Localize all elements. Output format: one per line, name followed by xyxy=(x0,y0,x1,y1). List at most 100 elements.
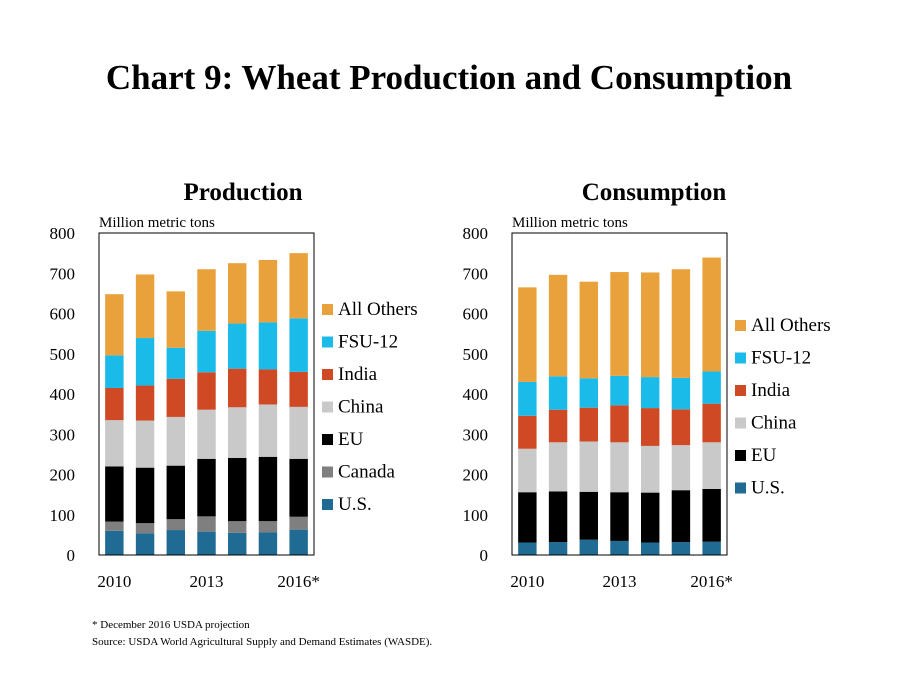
bar-segment xyxy=(197,330,216,373)
bar-segment xyxy=(228,407,247,458)
source-note: Source: USDA World Agricultural Supply a… xyxy=(92,636,433,648)
bar-segment xyxy=(641,542,660,555)
bar-segment xyxy=(197,531,216,555)
bar-segment xyxy=(166,347,185,379)
bar-segment xyxy=(105,294,124,356)
bar-segment xyxy=(641,272,660,378)
y-tick-label: 300 xyxy=(50,425,76,444)
bar-segment xyxy=(258,322,278,370)
legend-swatch xyxy=(735,385,746,396)
bar-segment xyxy=(548,491,568,543)
y-tick-label: 700 xyxy=(463,264,489,283)
y-tick-label: 400 xyxy=(463,385,489,404)
bar-segment xyxy=(258,259,278,323)
bar-segment xyxy=(610,492,629,541)
y-tick-label: 800 xyxy=(50,224,76,243)
chart-title: Production xyxy=(184,179,303,206)
bar-segment xyxy=(289,529,308,555)
legend-label: EU xyxy=(751,445,777,466)
bar-segment xyxy=(228,263,247,324)
legend-label: EU xyxy=(338,429,364,450)
legend-label: All Others xyxy=(751,315,831,336)
bar-segment xyxy=(135,338,155,386)
bar-segment xyxy=(135,467,155,524)
bar-segment xyxy=(135,420,155,468)
bar-segment xyxy=(548,442,568,492)
y-tick-label: 800 xyxy=(463,224,489,243)
bar-segment xyxy=(105,355,124,388)
bar-segment xyxy=(166,291,185,348)
bar-segment xyxy=(548,376,568,410)
y-tick-label: 100 xyxy=(50,506,76,525)
bar-segment xyxy=(702,403,721,443)
legend-swatch xyxy=(322,466,333,478)
legend-label: All Others xyxy=(338,299,418,320)
bar-segment xyxy=(135,533,155,555)
bar-segment xyxy=(579,407,598,442)
legend-swatch xyxy=(322,304,333,315)
bar-segment xyxy=(518,415,537,449)
legend-label: India xyxy=(751,380,791,401)
bar-segment xyxy=(228,368,247,408)
x-tick-label: 2010 xyxy=(510,572,544,591)
legend: All Others FSU-12 India China EU Canada U.S. xyxy=(322,299,418,515)
legend-swatch xyxy=(735,417,746,429)
bar-segment xyxy=(702,371,721,404)
bar-segment xyxy=(518,448,537,493)
bar-segment xyxy=(671,542,691,555)
bar-segment xyxy=(166,519,185,531)
bar-segment xyxy=(258,532,278,555)
legend-swatch xyxy=(735,450,746,461)
footnote: * December 2016 USDA projection xyxy=(92,619,250,631)
bar-segment xyxy=(228,521,247,533)
y-tick-label: 100 xyxy=(463,506,489,525)
chart-production: Production Million metric tons 0 100 200 300 4… xyxy=(50,179,418,591)
x-tick-label: 2016* xyxy=(690,572,733,591)
y-tick-label: 500 xyxy=(50,345,76,364)
bar-segment xyxy=(166,378,185,417)
y-tick-label: 0 xyxy=(67,546,76,565)
plot-frame xyxy=(511,232,728,556)
bar-segment xyxy=(518,492,537,543)
x-tick-label: 2016* xyxy=(277,572,320,591)
y-axis-label: Million metric tons xyxy=(512,215,628,231)
y-tick-label: 500 xyxy=(463,345,489,364)
bar-segment xyxy=(228,323,247,369)
legend-label: FSU-12 xyxy=(751,348,811,369)
bar-segment xyxy=(197,409,216,459)
legend-swatch xyxy=(735,352,746,364)
y-tick-label: 200 xyxy=(50,466,76,485)
y-axis-label: Million metric tons xyxy=(99,215,215,231)
y-tick-label: 300 xyxy=(463,425,489,444)
bar-segment xyxy=(105,521,124,531)
bar-segment xyxy=(105,530,124,555)
bar-segment xyxy=(105,387,124,421)
bar-segment xyxy=(518,287,537,382)
bar-segment xyxy=(579,491,598,540)
bar-segment xyxy=(641,408,660,446)
x-tick-label: 2010 xyxy=(97,572,131,591)
legend-label: China xyxy=(751,413,797,434)
bar-segment xyxy=(258,521,278,533)
page-title: Chart 9: Wheat Production and Consumptio… xyxy=(105,58,793,97)
bar-segment xyxy=(702,442,721,489)
bar-segment xyxy=(197,458,216,517)
bar-segment xyxy=(166,416,185,466)
legend-swatch xyxy=(322,336,333,348)
bar-segment xyxy=(258,369,278,405)
bar-segment xyxy=(579,441,598,492)
bar-segment xyxy=(289,458,308,517)
bar-segment xyxy=(702,257,721,372)
bar-segment xyxy=(518,542,537,555)
bar-segment xyxy=(610,272,629,376)
bar-segment xyxy=(518,381,537,416)
bar-segment xyxy=(166,465,185,520)
chart-consumption: Consumption Million metric tons 0 100 200 300… xyxy=(463,179,831,591)
bar-segment xyxy=(289,253,308,319)
bar-segment xyxy=(579,539,598,555)
y-tick-label: 400 xyxy=(50,385,76,404)
legend: All Others FSU-12 India China EU U.S. xyxy=(735,315,831,499)
bar-segment xyxy=(258,404,278,457)
bar-segment xyxy=(197,516,216,532)
